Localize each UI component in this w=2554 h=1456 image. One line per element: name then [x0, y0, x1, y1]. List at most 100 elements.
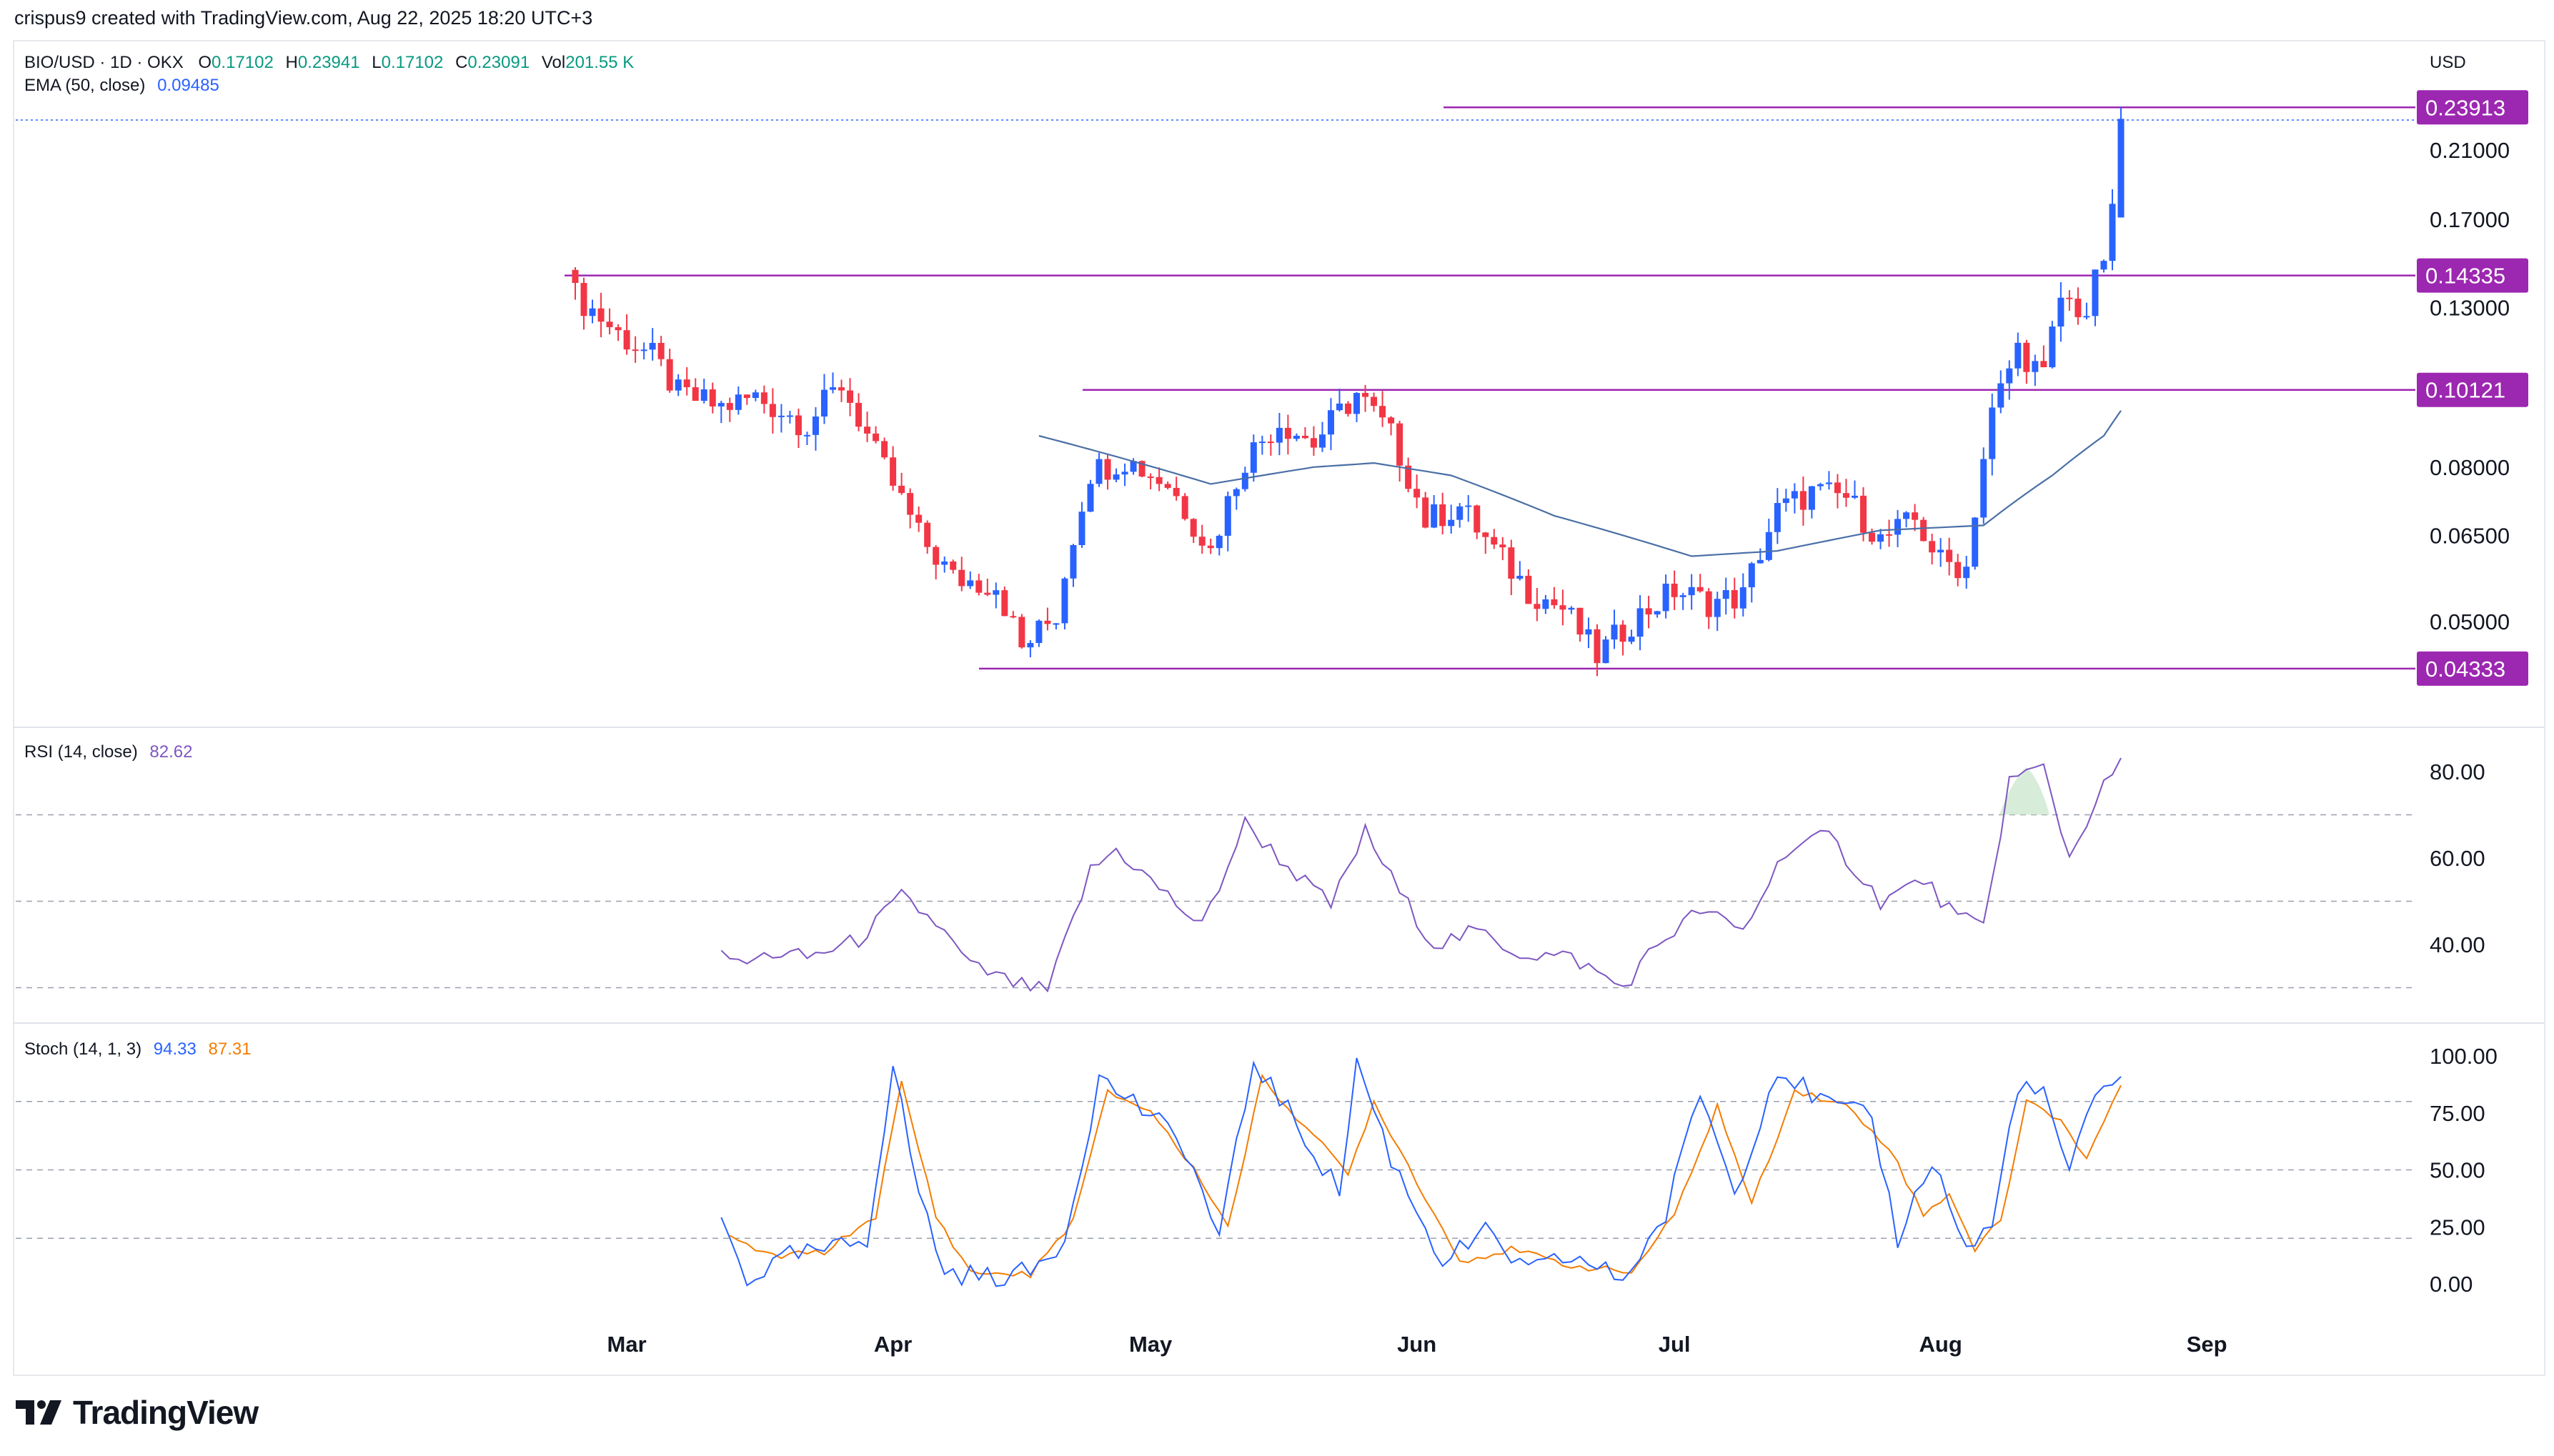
candle-body	[2100, 261, 2107, 270]
candle	[1860, 487, 1867, 542]
tradingview-logo-text: TradingView	[73, 1394, 259, 1431]
stoch-k-line	[720, 1057, 2122, 1287]
candle-body	[1791, 491, 1798, 499]
stoch-legend: Stoch (14, 1, 3) 94.33 87.31	[24, 1039, 252, 1059]
candle	[820, 374, 828, 424]
candle	[1216, 534, 1223, 556]
candle-body	[1224, 496, 1231, 536]
candle	[1791, 483, 1798, 514]
tradingview-logo[interactable]: TradingView	[16, 1393, 259, 1432]
time-tick-label: Aug	[1919, 1332, 1962, 1357]
candle	[2006, 360, 2013, 400]
candle	[597, 292, 605, 338]
candle	[1989, 394, 1996, 476]
candle-body	[967, 580, 974, 587]
stoch-pane	[16, 1057, 2415, 1287]
candle	[881, 437, 888, 459]
candle-body	[726, 403, 733, 410]
candle-body	[717, 403, 725, 407]
candle-body	[873, 433, 880, 442]
candle-body	[769, 404, 776, 417]
time-tick-label: Jun	[1397, 1332, 1436, 1357]
candle	[1516, 561, 1524, 581]
candle-body	[1070, 544, 1077, 579]
candle	[2040, 345, 2047, 368]
candle	[1688, 574, 1695, 610]
candle	[1113, 468, 1120, 482]
candle	[700, 379, 707, 404]
stoch-label: Stoch (14, 1, 3)	[24, 1039, 141, 1059]
candle	[1078, 502, 1085, 548]
candle	[640, 342, 647, 360]
candle	[580, 277, 587, 330]
candle	[1027, 640, 1034, 658]
candle	[1946, 537, 1953, 576]
candle-body	[615, 326, 622, 331]
open-label: O	[198, 53, 212, 72]
candle	[2074, 287, 2082, 325]
candle	[1551, 587, 1558, 609]
ema-label: EMA (50, close)	[24, 76, 145, 95]
candle	[830, 372, 836, 394]
price-tick-label: 0.21000	[2430, 138, 2510, 163]
candle	[2057, 281, 2064, 342]
candle-body	[993, 590, 1000, 595]
tradingview-logo-icon	[16, 1400, 61, 1425]
candle-body	[1972, 517, 1979, 567]
horizontal-levels[interactable]	[16, 106, 2415, 670]
candle-body	[1301, 435, 1308, 439]
candle-body	[700, 389, 707, 402]
candle	[1594, 624, 1601, 677]
candle	[2014, 332, 2022, 377]
candle	[1559, 589, 1566, 626]
candle-body	[1920, 519, 1927, 542]
price-level-label: 0.14335	[2425, 264, 2505, 289]
candle	[1782, 489, 1789, 512]
candle	[2100, 259, 2107, 273]
candle-body	[1087, 484, 1094, 512]
candle-body	[675, 379, 682, 391]
candle-body	[1937, 549, 1944, 553]
candle	[1602, 636, 1609, 664]
candle-body	[1379, 406, 1386, 418]
price-level-label: 0.23913	[2425, 95, 2505, 120]
candle-body	[2092, 269, 2099, 316]
price-tick-label: 0.17000	[2430, 207, 2510, 232]
candle-body	[1636, 608, 1644, 637]
candle-body	[1551, 599, 1558, 606]
candle	[1851, 480, 1858, 499]
candlestick-series	[572, 106, 2125, 677]
candle	[1997, 370, 2004, 414]
candle	[1748, 562, 1755, 603]
price-level-badge	[2417, 258, 2528, 293]
candle	[1422, 492, 1429, 529]
candle-body	[1542, 599, 1549, 609]
candle-body	[1628, 637, 1635, 642]
candle	[967, 571, 974, 589]
candle	[1233, 487, 1240, 510]
candle	[1671, 570, 1678, 610]
candle	[1456, 503, 1464, 528]
rsi-pane	[16, 757, 2415, 993]
stoch-k-value: 94.33	[154, 1039, 197, 1059]
rsi-overbought-fill	[1999, 767, 2049, 815]
candle-body	[1894, 519, 1902, 535]
candle	[1714, 592, 1721, 632]
candle	[812, 407, 819, 451]
candle-body	[1018, 617, 1025, 648]
candle	[1164, 481, 1171, 489]
candle	[1508, 539, 1515, 595]
stoch-d-value: 87.31	[209, 1039, 252, 1059]
candle-body	[1044, 620, 1051, 624]
candle-body	[580, 283, 587, 316]
candle-body	[1293, 435, 1300, 439]
candle-body	[1748, 563, 1755, 588]
candle-body	[1198, 537, 1206, 546]
candle	[2049, 321, 2056, 369]
candle-body	[1104, 459, 1111, 480]
candle	[803, 432, 810, 445]
candle-body	[1310, 438, 1317, 448]
candle-body	[1413, 489, 1421, 498]
candle	[615, 324, 622, 341]
